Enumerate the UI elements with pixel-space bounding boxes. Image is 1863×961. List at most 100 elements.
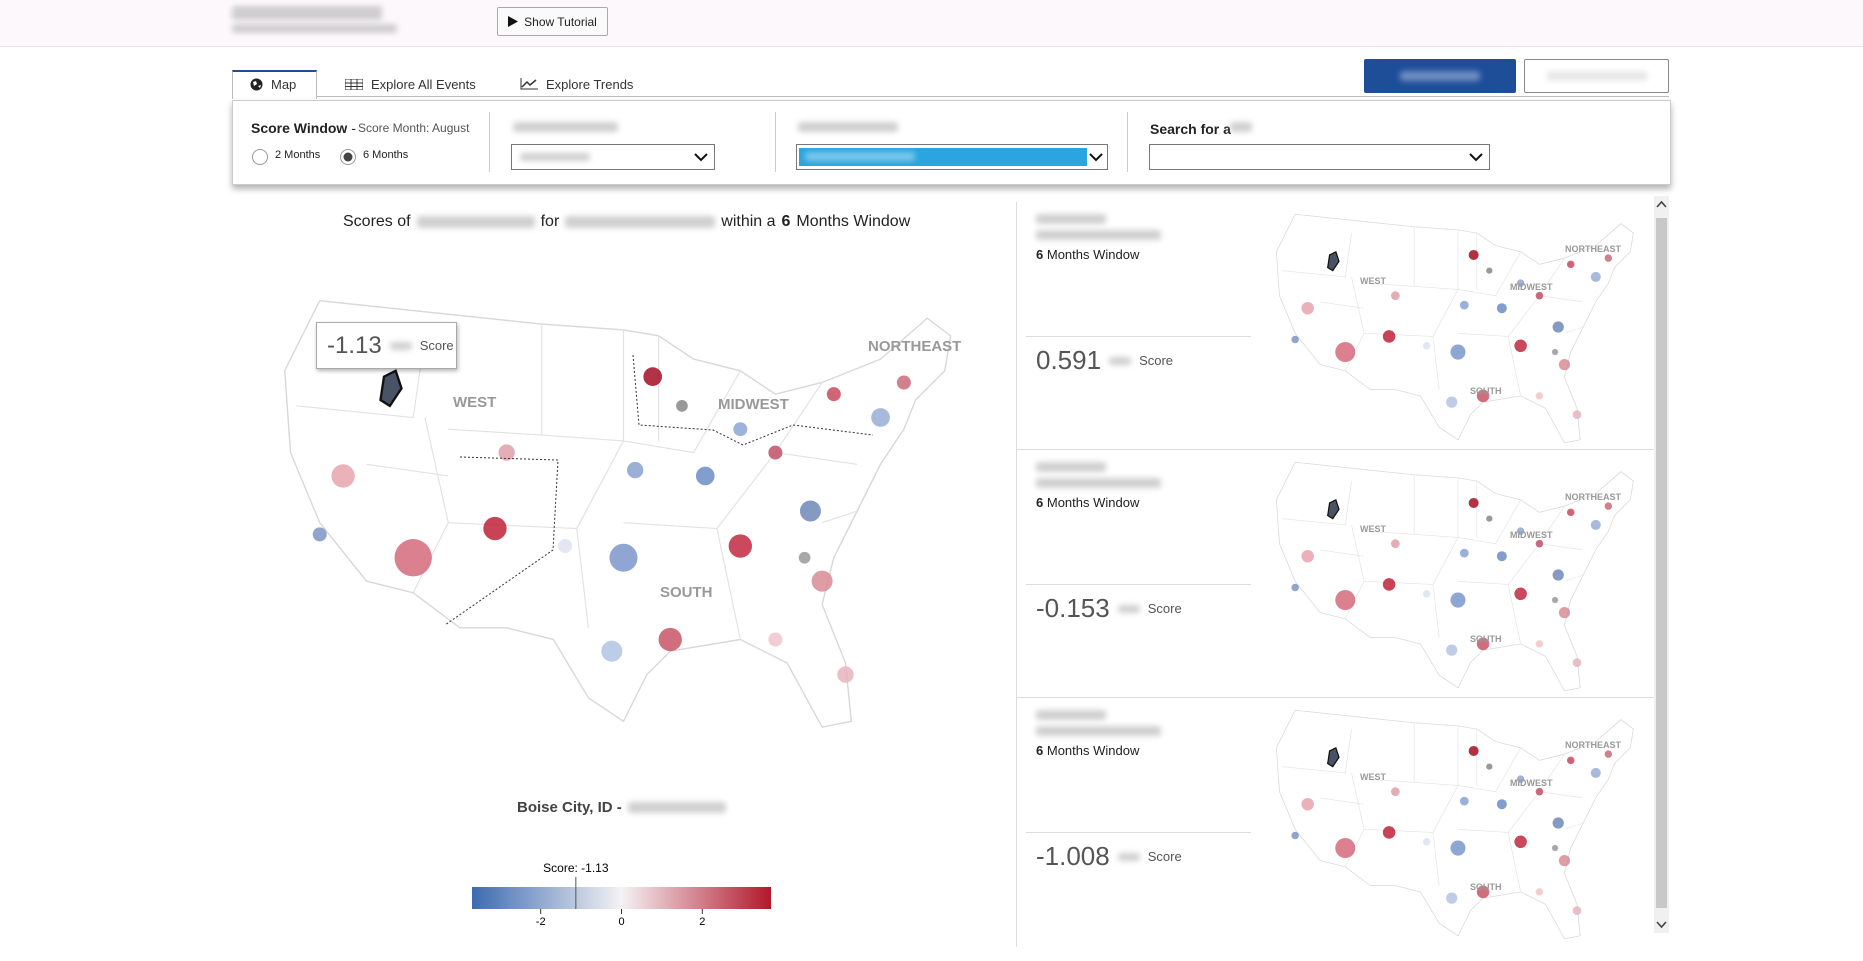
panel-score-value: -1.008 <box>1036 841 1110 871</box>
scrollbar[interactable] <box>1654 196 1669 933</box>
trend-icon <box>520 78 538 90</box>
panel-title-blurred <box>1036 726 1161 736</box>
panel-score: 0.591 Score <box>1036 345 1173 376</box>
tab-label: Explore Trends <box>546 76 634 92</box>
tooltip-unit: Score <box>419 338 454 353</box>
population-select[interactable] <box>796 144 1108 170</box>
region-label: NORTHEAST <box>1565 740 1622 750</box>
blurred <box>1109 356 1132 365</box>
button-label-blurred <box>1547 71 1647 81</box>
panel-score-unit: Score <box>1147 601 1182 616</box>
divider <box>489 112 490 172</box>
chevron <box>1089 153 1103 162</box>
panel-title-blurred <box>1036 478 1161 488</box>
panel-title-blurred <box>1036 230 1161 240</box>
event-select[interactable] <box>511 144 715 170</box>
play-icon <box>508 16 519 27</box>
value-blurred <box>520 153 590 161</box>
region-label: WEST <box>1360 772 1387 782</box>
panel-window: 6 Months Window <box>1036 247 1139 262</box>
radio-dot <box>343 152 353 162</box>
divider <box>775 112 776 172</box>
chevron <box>694 153 708 162</box>
score-window: Score Window - <box>251 120 356 136</box>
panel-window-label: Months Window <box>1046 247 1140 262</box>
radio[interactable] <box>339 148 357 166</box>
panel-window-label: Months Window <box>1046 495 1140 510</box>
tab-map[interactable]: Map <box>250 74 296 94</box>
scroll-up[interactable] <box>1656 200 1667 208</box>
region-label: SOUTH <box>1470 386 1502 396</box>
legend-tick-label: -2 <box>536 916 546 928</box>
blurred <box>628 802 726 813</box>
tutorial-button[interactable]: Show Tutorial <box>497 7 608 36</box>
panel-months: 6 <box>1036 495 1044 510</box>
chevron <box>1469 153 1483 162</box>
panel-score-value: -0.153 <box>1036 593 1110 623</box>
region-boundary <box>444 456 559 626</box>
blurred <box>1117 852 1140 861</box>
grid-icon <box>345 78 363 90</box>
main-map: WEST MIDWEST NORTHEAST SOUTH <box>283 299 961 729</box>
outcome-button[interactable] <box>1364 59 1516 93</box>
tab-line <box>232 96 1669 97</box>
blurred <box>565 216 716 228</box>
tab-events[interactable]: Explore All Events <box>345 74 476 94</box>
region-label: NORTHEAST <box>868 338 961 355</box>
panel-divider <box>1016 202 1017 947</box>
value-blurred <box>805 152 915 161</box>
panel-score-value: 0.591 <box>1036 345 1102 375</box>
panel-line <box>1026 584 1251 585</box>
radio[interactable] <box>251 148 269 166</box>
region-label: WEST <box>1360 524 1387 534</box>
blurred <box>416 216 535 228</box>
globe-icon <box>250 78 263 90</box>
panel-line <box>1026 832 1251 833</box>
panel-title-blurred <box>1036 710 1106 720</box>
radio-ring <box>252 149 268 165</box>
tutorial-button-label: Show Tutorial <box>524 14 597 29</box>
scroll-thumb[interactable] <box>1656 218 1667 908</box>
divider <box>1127 112 1128 172</box>
legend-tick-label: 2 <box>699 916 705 928</box>
blurred <box>389 341 412 350</box>
region-label: NORTHEAST <box>1565 244 1622 254</box>
label-blurred <box>1230 122 1252 132</box>
selected-area: Boise City, ID - <box>517 799 622 816</box>
panel-line <box>1026 336 1251 337</box>
score-month: Score Month: August <box>358 121 470 135</box>
panel-separator <box>1017 449 1654 450</box>
map-title: Scores of for within a 6 Months Window <box>343 213 910 231</box>
dash: - <box>351 120 356 136</box>
scroll-down[interactable] <box>1656 921 1667 929</box>
panel-title-blurred <box>1036 462 1106 472</box>
blurred <box>1117 604 1140 613</box>
panel-months: 6 <box>1036 247 1044 262</box>
region-label: SOUTH <box>1470 882 1502 892</box>
title-part: Scores of <box>343 213 411 230</box>
panel-separator <box>1017 697 1654 698</box>
region-label: WEST <box>1360 276 1387 286</box>
title-part: within a <box>721 213 776 230</box>
score-window-label: Score Window <box>251 120 348 136</box>
title-part: Months Window <box>796 213 911 230</box>
region-boundary <box>632 354 874 446</box>
region-label: NORTHEAST <box>1565 492 1622 502</box>
button-label-blurred <box>1400 71 1480 81</box>
tab-label: Map <box>271 76 297 92</box>
title-part: for <box>540 213 560 230</box>
app-subtitle-blurred <box>232 24 397 33</box>
panel-score: -1.008 Score <box>1036 841 1182 872</box>
region-label: WEST <box>453 394 496 411</box>
tooltip-value: -1.13 <box>327 331 382 359</box>
tab-active[interactable] <box>232 70 317 99</box>
tab-trends[interactable]: Explore Trends <box>520 74 633 94</box>
panel-map: WEST MIDWEST NORTHEAST SOUTH <box>1275 213 1635 444</box>
panel-map: WEST MIDWEST NORTHEAST SOUTH <box>1275 709 1635 940</box>
search-select[interactable] <box>1149 144 1490 170</box>
control-panel <box>232 100 1671 185</box>
usage-button[interactable] <box>1524 59 1669 93</box>
title-months: 6 <box>781 213 791 230</box>
label-blurred <box>798 122 898 132</box>
